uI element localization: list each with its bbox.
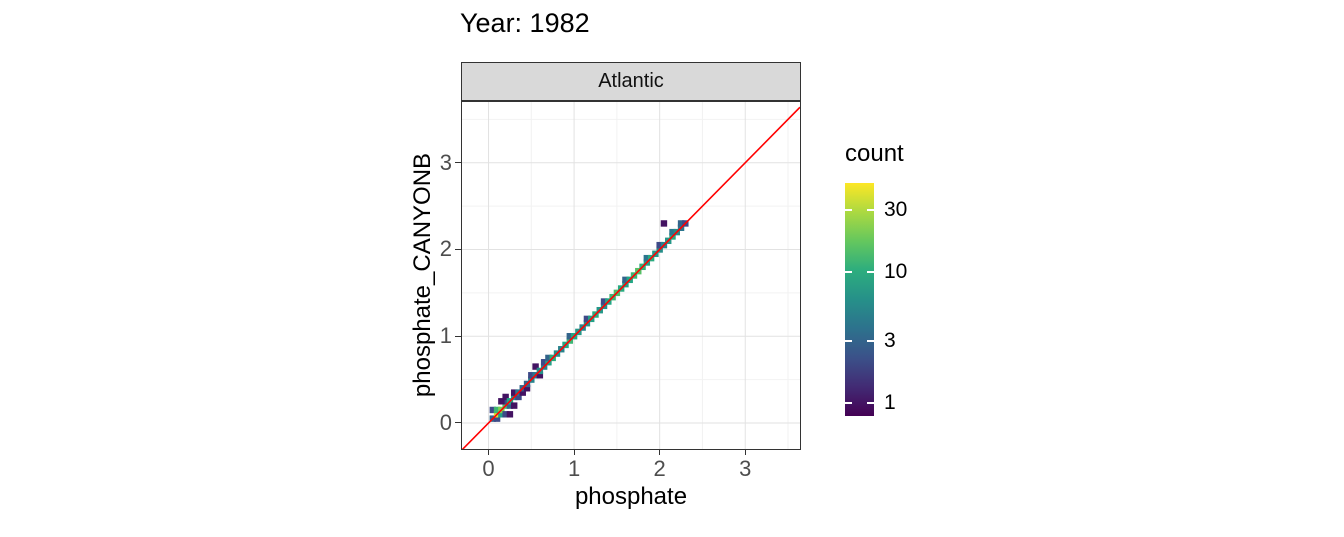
legend-tick [845,271,852,274]
plot-canvas [462,102,800,449]
bin-cell [536,372,544,379]
identity-line [462,106,800,449]
bin-cell [510,389,518,396]
x-axis-tick [744,449,746,455]
legend-tick [845,208,852,211]
legend-tick [867,208,874,211]
bin-cell [669,228,676,236]
x-axis-tick-label: 3 [739,456,752,481]
x-axis-tick [573,449,575,455]
y-axis-tick [455,335,461,337]
legend-tick [867,339,874,342]
y-axis-tick [455,248,461,250]
x-axis-tick-label: 0 [482,456,495,481]
bin-cell [502,411,509,418]
legend-tick-label: 30 [884,197,908,221]
bin-cell [540,359,548,366]
x-axis-tick-label: 1 [567,456,581,481]
y-axis-tick-label: 1 [439,323,452,349]
bin-cell [515,393,522,401]
legend-tick-label: 1 [884,391,896,415]
legend-tick [845,339,852,342]
bin-cell [532,363,539,370]
plot-panel [461,101,801,450]
x-axis-tick-label: 2 [653,456,666,481]
bin-cell [545,354,552,362]
facet-strip: Atlantic [461,62,801,101]
facet-label: Atlantic [598,70,664,92]
bin-cell [493,406,501,414]
bin-cell [660,220,668,227]
y-axis-title: phosphate_CANYONB [409,152,436,398]
bin-cell [523,385,531,392]
bin-cell [510,402,518,409]
bin-cell [622,276,629,284]
bin-cell [643,254,651,262]
bin-cell [583,315,591,323]
y-axis-tick-label: 3 [439,149,452,175]
legend-colorbar [845,183,874,416]
x-axis-title: phosphate [574,483,688,510]
legend-tick-label: 10 [884,260,908,284]
x-axis-tick [488,449,490,455]
y-axis-tick [455,422,461,424]
bin-cell [566,333,574,340]
y-axis-tick [455,162,461,164]
legend-title: count [845,140,904,167]
plot-title: Year: 1982 [460,8,590,38]
bin-cell [677,220,685,227]
legend-tick [867,402,874,405]
bin-cell [656,241,663,249]
bin-cell [600,298,608,305]
bin-cell [506,402,514,409]
bin-cell [498,398,505,405]
bin-cell [519,389,526,396]
bin-cell [502,398,509,405]
y-axis-tick-label: 0 [439,409,452,435]
bin-cell [502,393,509,401]
y-axis-tick-label: 2 [439,236,452,262]
legend-tick [867,271,874,274]
bin-cell [489,406,497,414]
legend-tick-label: 3 [884,328,896,352]
legend-tick [845,402,852,405]
bin-cell [506,411,514,418]
x-axis-tick [659,449,661,455]
bin-cell [493,415,501,422]
bin-cell [498,411,505,418]
bin-cell [528,372,535,379]
